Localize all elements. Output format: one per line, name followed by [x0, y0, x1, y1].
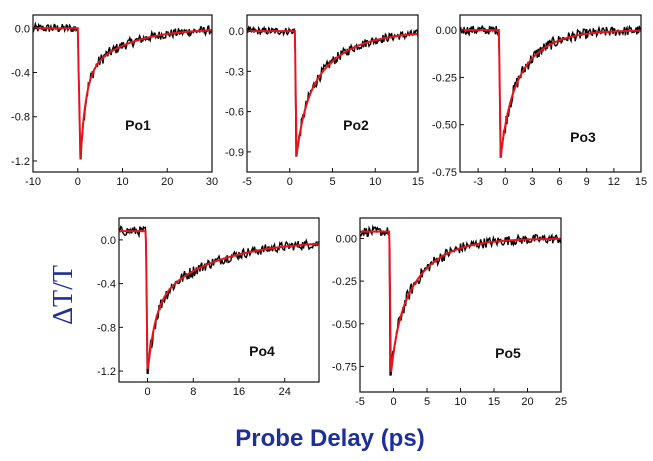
x-tick-label: 20 [161, 176, 173, 188]
y-tick-label: -0.75 [432, 167, 457, 179]
x-tick-label: 3 [529, 176, 535, 188]
x-tick-label: 15 [412, 176, 424, 188]
x-tick-label: -3 [473, 176, 483, 188]
y-tick-label: -0.25 [432, 72, 457, 84]
y-tick-label: 0.0 [15, 23, 30, 35]
y-tick-label: -0.25 [332, 276, 357, 288]
x-axis-label: Probe Delay (ps) [235, 425, 424, 452]
y-tick-label: -0.50 [432, 120, 457, 132]
y-tick-label: -0.75 [332, 361, 357, 373]
x-tick-label: 0 [390, 396, 396, 408]
panel-label-po4: Po4 [249, 343, 275, 359]
panel-frame [32, 14, 213, 173]
x-tick-label: 0 [75, 176, 81, 188]
y-tick-label: -0.4 [11, 67, 30, 79]
y-tick-label: 0.0 [101, 235, 116, 247]
x-tick-label: 10 [369, 176, 381, 188]
y-tick-label: -0.9 [225, 147, 244, 159]
x-tick-label: 5 [329, 176, 335, 188]
data-trace-po4 [119, 225, 319, 374]
x-tick-label: 30 [206, 176, 218, 188]
panel-po5: -5 0 5 10 15 20 25 0.00 -0.25 -0.50 -0.75 Po5 [332, 217, 567, 408]
y-tick-label: -1.2 [11, 156, 30, 168]
fit-curve-po3 [460, 29, 641, 158]
data-trace-po3 [460, 24, 641, 158]
panel-frame [118, 217, 320, 383]
x-tick-label: 20 [521, 396, 533, 408]
x-tick-label: 24 [279, 386, 291, 398]
fit-curve-po5 [360, 230, 561, 372]
y-tick-label: -0.8 [11, 112, 30, 124]
panel-frame [459, 14, 642, 173]
x-tick-label: -5 [242, 176, 252, 188]
y-tick-label: 0.00 [436, 25, 457, 37]
y-tick-label: -0.4 [97, 279, 116, 291]
panel-label-po3: Po3 [570, 129, 596, 145]
panel-label-po2: Po2 [343, 117, 369, 133]
y-tick-label: -0.8 [97, 322, 116, 334]
fit-curve-po1 [33, 27, 212, 159]
panel-po2: -5 0 5 10 15 0.0 -0.3 -0.6 -0.9 Po2 [225, 14, 424, 188]
panel-label-po5: Po5 [495, 345, 521, 361]
y-axis-label: ΔT/T [48, 265, 79, 325]
x-tick-label: 25 [555, 396, 567, 408]
y-tick-label: 0.00 [336, 233, 357, 245]
y-tick-label: -0.50 [332, 319, 357, 331]
x-tick-label: 0 [145, 386, 151, 398]
x-tick-label: 15 [488, 396, 500, 408]
fit-curve-po4 [119, 230, 319, 370]
x-tick-label: 12 [608, 176, 620, 188]
x-tick-label: 16 [233, 386, 245, 398]
x-tick-label: 0 [287, 176, 293, 188]
panel-label-po1: Po1 [125, 117, 151, 133]
x-tick-label: 10 [116, 176, 128, 188]
y-tick-label: 0.0 [229, 26, 244, 38]
y-tick-label: -0.3 [225, 66, 244, 78]
x-tick-label: 10 [454, 396, 466, 408]
y-tick-label: -1.2 [97, 366, 116, 378]
x-tick-label: 5 [424, 396, 430, 408]
y-tick-label: -0.6 [225, 107, 244, 119]
x-tick-label: -5 [355, 396, 365, 408]
x-tick-label: 9 [584, 176, 590, 188]
x-tick-label: -10 [25, 176, 41, 188]
data-trace-po1 [33, 21, 212, 160]
x-tick-label: 8 [190, 386, 196, 398]
x-tick-label: 15 [635, 176, 647, 188]
fit-curve-po2 [247, 30, 418, 157]
panel-po1: -10 0 10 20 30 0.0 -0.4 -0.8 -1.2 Po1 [11, 14, 218, 188]
panel-po4: 0 8 16 24 0.0 -0.4 -0.8 -1.2 Po4 [97, 217, 320, 398]
x-tick-label: 6 [556, 176, 562, 188]
x-tick-label: 0 [502, 176, 508, 188]
panel-po3: -3 0 3 6 9 12 15 0.00 -0.25 -0.50 -0.75 Po3 [432, 14, 647, 188]
data-trace-po2 [247, 25, 418, 157]
